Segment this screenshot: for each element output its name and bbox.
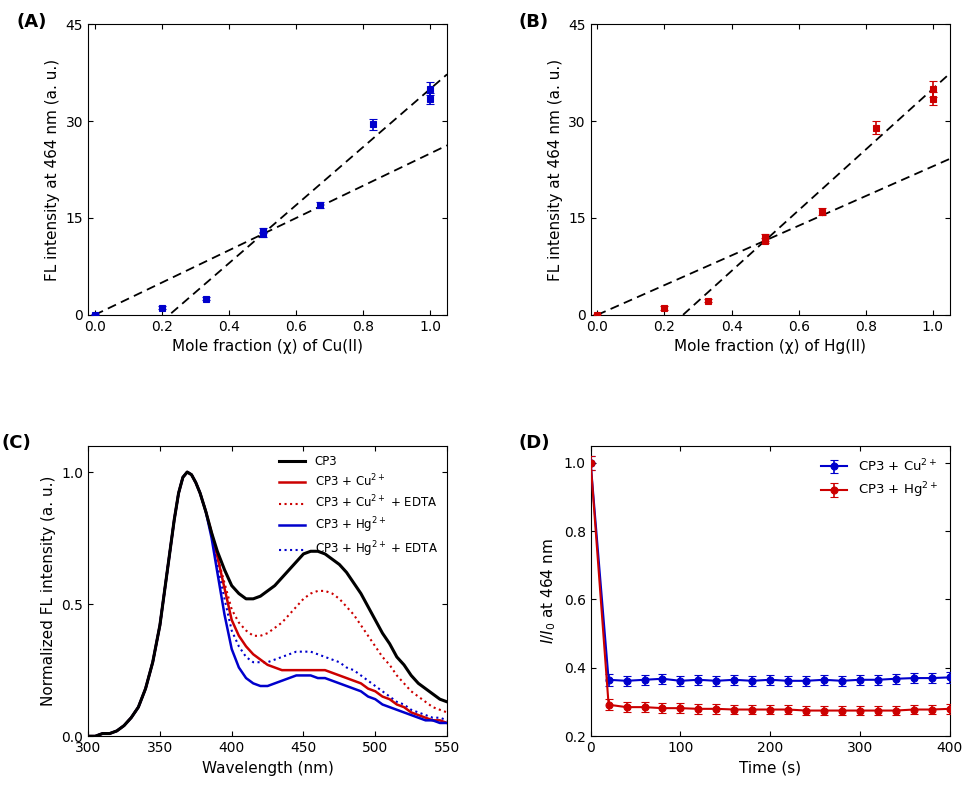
X-axis label: Mole fraction (χ) of Hg(II): Mole fraction (χ) of Hg(II)	[674, 339, 866, 354]
Y-axis label: FL intensity at 464 nm (a. u.): FL intensity at 464 nm (a. u.)	[547, 58, 562, 281]
Text: (D): (D)	[518, 434, 550, 452]
Legend: CP3, CP3 + Cu$^{2+}$, CP3 + Cu$^{2+}$ + EDTA, CP3 + Hg$^{2+}$, CP3 + Hg$^{2+}$ +: CP3, CP3 + Cu$^{2+}$, CP3 + Cu$^{2+}$ + …	[276, 451, 441, 563]
Text: (A): (A)	[17, 13, 47, 31]
Y-axis label: Normalized FL intensity (a. u.): Normalized FL intensity (a. u.)	[41, 476, 56, 706]
X-axis label: Time (s): Time (s)	[738, 760, 800, 776]
Y-axis label: $I$/$I_0$ at 464 nm: $I$/$I_0$ at 464 nm	[539, 538, 557, 644]
Legend: CP3 + Cu$^{2+}$, CP3 + Hg$^{2+}$: CP3 + Cu$^{2+}$, CP3 + Hg$^{2+}$	[815, 452, 942, 506]
Text: (C): (C)	[2, 434, 31, 452]
X-axis label: Mole fraction (χ) of Cu(II): Mole fraction (χ) of Cu(II)	[172, 339, 363, 354]
Y-axis label: FL intensity at 464 nm (a. u.): FL intensity at 464 nm (a. u.)	[45, 58, 60, 281]
Text: (B): (B)	[518, 13, 549, 31]
X-axis label: Wavelength (nm): Wavelength (nm)	[201, 760, 333, 776]
